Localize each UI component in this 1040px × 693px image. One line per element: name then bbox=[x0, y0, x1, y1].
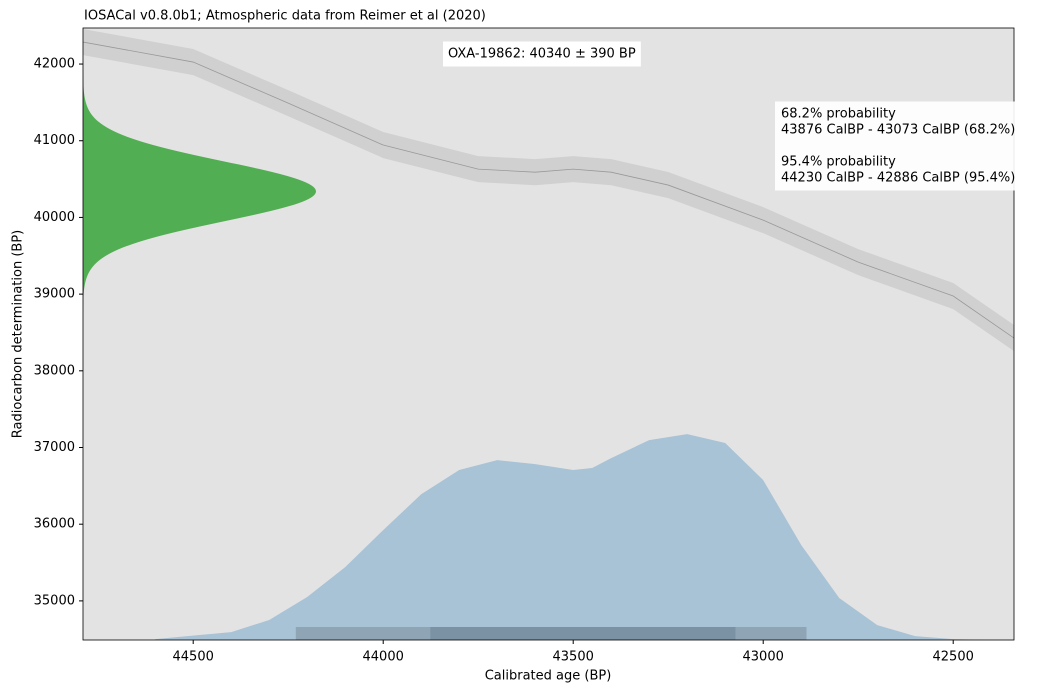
y-tick-label: 42000 bbox=[34, 57, 75, 72]
calibrated-distribution bbox=[155, 434, 992, 640]
y-tick-label: 37000 bbox=[34, 440, 75, 455]
plot-frame bbox=[82, 27, 1015, 641]
title-box bbox=[82, 6, 488, 26]
y-tick-label: 36000 bbox=[34, 517, 75, 532]
measurement-distribution bbox=[83, 71, 316, 311]
summary-line: 68.2% probability bbox=[781, 107, 896, 122]
y-tick-label: 41000 bbox=[34, 133, 75, 148]
summary-line: 43876 CalBP - 43073 CalBP (68.2%) bbox=[781, 123, 1015, 138]
x-tick-label: 44000 bbox=[363, 650, 404, 665]
x-axis-label: Calibrated age (BP) bbox=[485, 669, 612, 684]
x-tick-label: 44500 bbox=[173, 650, 214, 665]
calibration-curve bbox=[83, 41, 1014, 339]
summary-box bbox=[775, 101, 1020, 191]
probability-range bbox=[430, 627, 736, 640]
y-axis-label: Radiocarbon determination (BP) bbox=[11, 230, 26, 438]
y-tick-label: 39000 bbox=[34, 287, 75, 302]
plot-area bbox=[83, 28, 1014, 640]
date-label: OXA-19862: 40340 ± 390 BP bbox=[448, 47, 636, 62]
summary-line: 95.4% probability bbox=[781, 155, 896, 170]
x-tick-label: 42500 bbox=[933, 650, 974, 665]
x-tick-label: 43000 bbox=[743, 650, 784, 665]
chart-title: IOSACal v0.8.0b1; Atmospheric data from … bbox=[84, 9, 486, 24]
y-tick-label: 40000 bbox=[34, 210, 75, 225]
y-tick-label: 35000 bbox=[34, 593, 75, 608]
curve-band bbox=[83, 28, 1014, 352]
summary-line: 44230 CalBP - 42886 CalBP (95.4%) bbox=[781, 171, 1015, 186]
x-tick-label: 43500 bbox=[553, 650, 594, 665]
y-tick-label: 38000 bbox=[34, 363, 75, 378]
date-label-box bbox=[443, 41, 641, 67]
